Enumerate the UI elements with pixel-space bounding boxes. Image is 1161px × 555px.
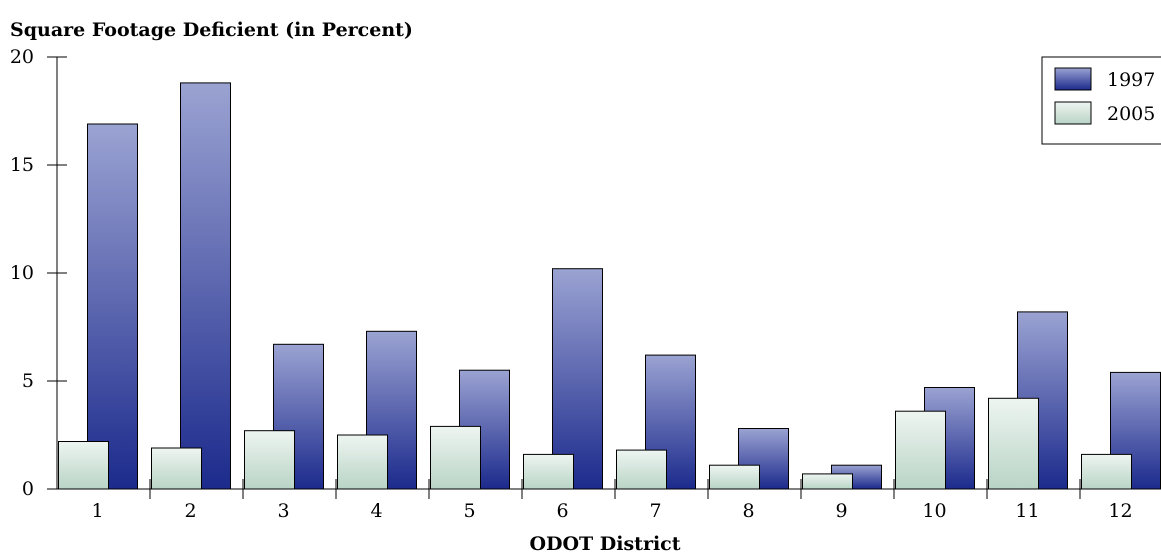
bar-2005-district-5 <box>430 425 481 490</box>
bar-2005-district-6 <box>523 453 574 490</box>
legend-swatch-2005 <box>1054 101 1092 125</box>
y-tick-label: 10 <box>10 262 34 284</box>
bar-2005-district-12 <box>1081 453 1132 490</box>
bar-2005-district-7 <box>616 449 667 490</box>
legend-label-1997: 1997 <box>1107 69 1155 91</box>
chart-title: Square Footage Deficient (in Percent) <box>10 19 413 41</box>
legend: 1997 2005 <box>1041 56 1161 145</box>
y-ticks-group: 0 5 10 15 20 <box>10 46 67 500</box>
bar-2005-district-10 <box>895 410 946 490</box>
x-tick-label: 10 <box>922 500 946 522</box>
x-tick-label: 4 <box>370 500 382 522</box>
x-axis-title: ODOT District <box>529 533 680 555</box>
y-tick-label: 15 <box>10 154 34 176</box>
bar-2005-district-4 <box>337 434 388 490</box>
bar-2005-district-11 <box>988 397 1039 490</box>
x-tick-label: 8 <box>742 500 754 522</box>
bar-2005-district-1 <box>58 441 109 490</box>
y-tick-label: 0 <box>22 478 34 500</box>
bar-2005-district-8 <box>709 464 760 490</box>
bar-1997-district-2 <box>180 82 231 490</box>
x-tick-label: 5 <box>463 500 475 522</box>
legend-label-2005: 2005 <box>1107 103 1155 125</box>
bar-1997-district-6 <box>552 268 603 490</box>
x-tick-label: 12 <box>1108 500 1132 522</box>
legend-box <box>1041 56 1161 145</box>
x-tick-label: 6 <box>556 500 568 522</box>
x-tick-label: 11 <box>1015 500 1039 522</box>
x-tick-label: 2 <box>184 500 196 522</box>
x-tick-label: 9 <box>835 500 847 522</box>
y-tick-label: 20 <box>10 46 34 68</box>
bar-2005-district-3 <box>244 430 295 490</box>
bar-2005-district-9 <box>802 473 853 490</box>
bar-2005-district-2 <box>151 447 202 490</box>
y-tick-label: 5 <box>22 370 34 392</box>
legend-swatch-1997 <box>1054 67 1092 91</box>
x-tick-label: 1 <box>91 500 103 522</box>
x-tick-label: 7 <box>649 500 661 522</box>
bar-1997-district-1 <box>87 123 138 490</box>
x-ticks-group: 1 2 3 4 5 6 7 8 9 10 11 12 <box>91 479 1133 522</box>
bars-group <box>58 82 1161 490</box>
x-tick-label: 3 <box>277 500 289 522</box>
